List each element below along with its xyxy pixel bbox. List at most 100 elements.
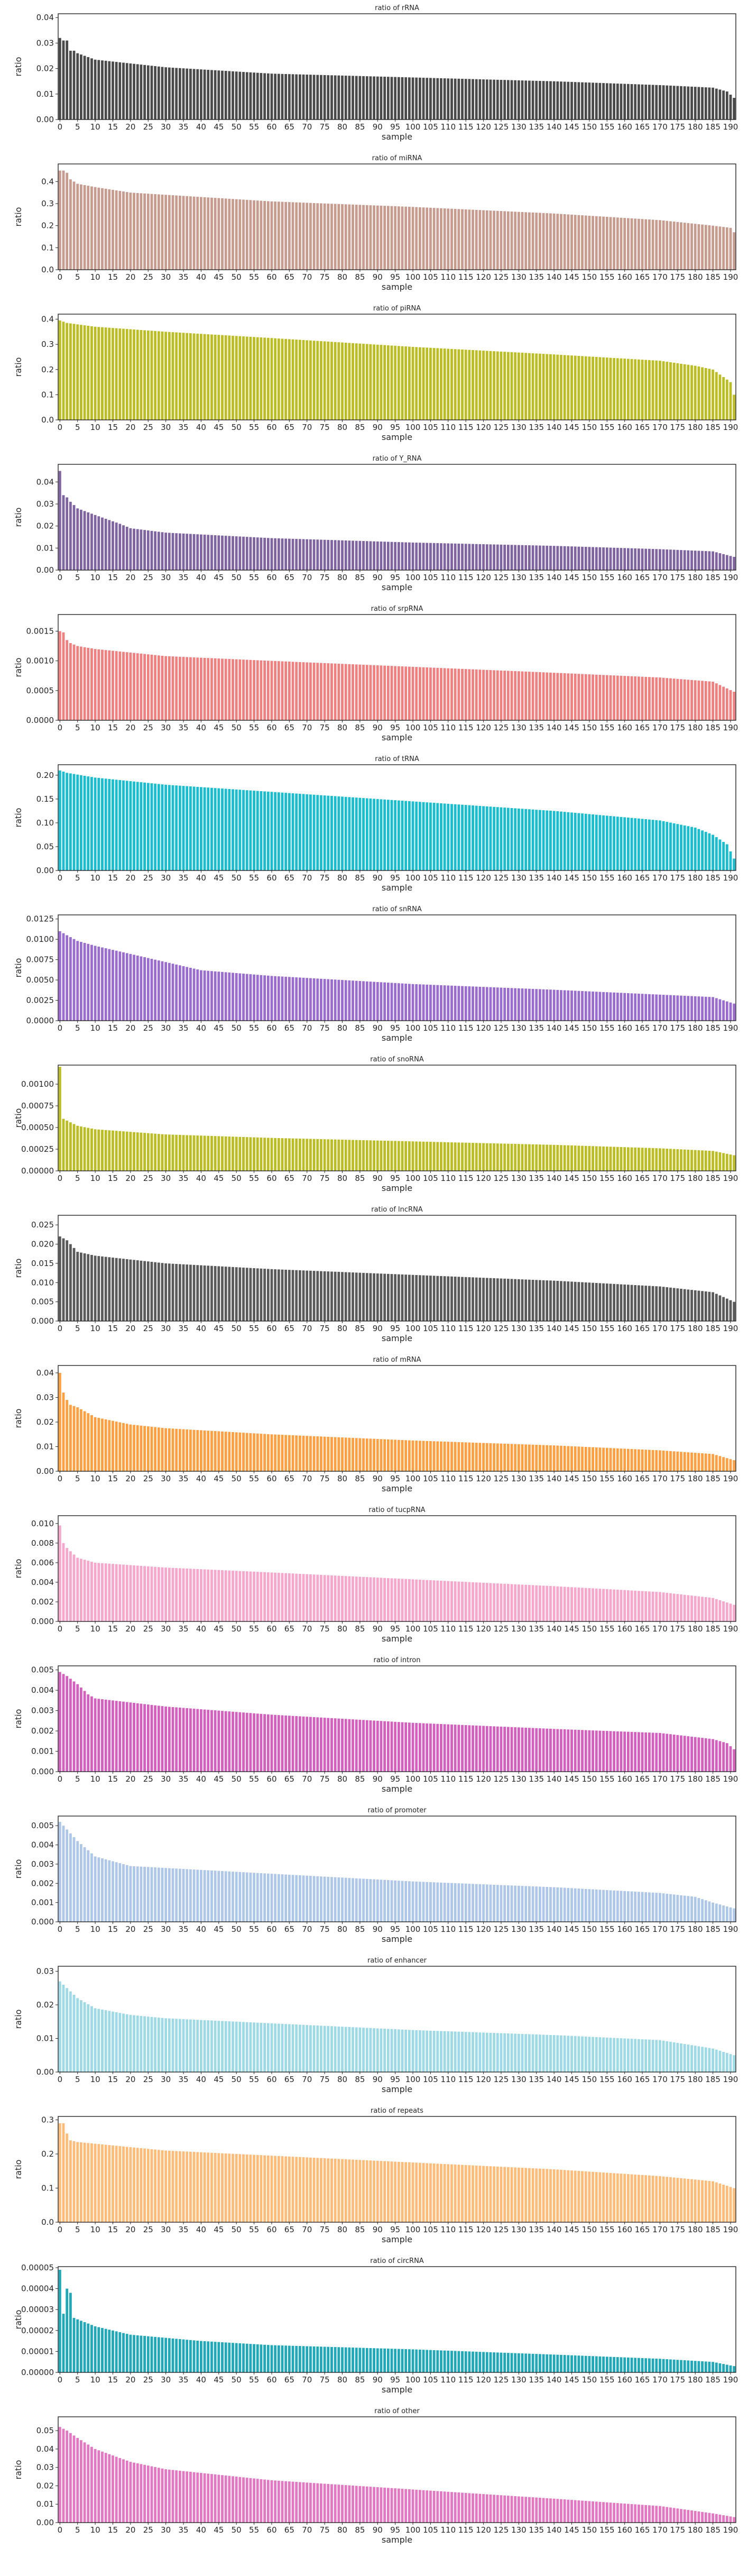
bar-sample-129 — [514, 352, 517, 420]
bar-sample-133 — [528, 2168, 531, 2222]
bar-sample-109 — [443, 2491, 446, 2523]
x-tick-label: 100 — [405, 2075, 421, 2084]
bar-sample-123 — [493, 1143, 496, 1171]
x-tick-label: 80 — [337, 2525, 347, 2535]
bar-sample-111 — [450, 2492, 453, 2523]
bar-sample-49 — [232, 1711, 234, 1772]
bar-sample-181 — [697, 829, 700, 870]
bar-sample-151 — [592, 547, 594, 570]
x-tick-label: 10 — [90, 1474, 100, 1483]
bar-sample-82 — [348, 76, 351, 120]
bar-sample-47 — [224, 2021, 227, 2072]
bar-sample-131 — [521, 1584, 524, 1621]
y-tick-label: 0.4 — [41, 177, 54, 186]
bar-sample-159 — [620, 993, 623, 1021]
bar-sample-38 — [192, 1429, 196, 1471]
y-tick-label: 0.0125 — [26, 914, 54, 924]
bar-sample-161 — [626, 676, 630, 720]
bar-sample-140 — [552, 811, 556, 870]
bar-sample-1 — [62, 1238, 65, 1321]
bar-sample-124 — [496, 1726, 499, 1772]
y-axis-label: ratio — [13, 207, 23, 227]
bar-sample-161 — [626, 2504, 630, 2523]
x-tick-label: 85 — [355, 2525, 365, 2535]
bar-sample-159 — [620, 358, 623, 420]
x-tick-label: 85 — [355, 723, 365, 732]
x-tick-label: 140 — [547, 2375, 562, 2385]
bar-sample-155 — [605, 1731, 608, 1772]
bar-sample-165 — [641, 1732, 644, 1772]
bar-sample-39 — [196, 969, 199, 1021]
bar-sample-79 — [337, 663, 340, 720]
bar-sample-51 — [238, 1712, 242, 1772]
bar-sample-138 — [546, 1728, 549, 1772]
bar-sample-168 — [651, 549, 654, 570]
bar-sample-35 — [182, 1568, 185, 1621]
bar-sample-148 — [581, 1145, 584, 1171]
x-tick-label: 175 — [670, 423, 686, 432]
chart-panel-7: ratio of snRNA0.00000.00250.00500.00750.… — [13, 905, 738, 1043]
bar-sample-186 — [715, 88, 718, 120]
bar-sample-138 — [546, 1445, 549, 1471]
x-tick-label: 60 — [266, 723, 276, 732]
bar-sample-181 — [697, 87, 700, 120]
bar-sample-101 — [415, 2349, 418, 2372]
bar-sample-183 — [704, 2361, 707, 2372]
y-axis-label: ratio — [13, 2460, 23, 2480]
bar-sample-151 — [592, 1146, 594, 1171]
bar-sample-164 — [637, 359, 640, 420]
bar-sample-175 — [676, 2508, 679, 2523]
bar-sample-60 — [270, 74, 273, 120]
bar-sample-150 — [588, 1146, 591, 1171]
x-tick-label: 150 — [582, 573, 597, 582]
bar-sample-23 — [140, 1260, 143, 1321]
bar-sample-149 — [584, 215, 587, 270]
bar-sample-6 — [80, 2000, 82, 2072]
bar-sample-159 — [620, 817, 623, 870]
bar-sample-95 — [394, 77, 397, 120]
x-tick-label: 70 — [302, 2225, 312, 2234]
bar-sample-40 — [200, 2473, 202, 2523]
bar-sample-174 — [672, 222, 676, 270]
chart-title: ratio of piRNA — [373, 305, 421, 313]
bar-sample-52 — [242, 1712, 245, 1772]
bar-sample-43 — [210, 2341, 213, 2372]
bar-sample-114 — [461, 2165, 464, 2222]
x-tick-label: 50 — [232, 2525, 242, 2535]
bar-sample-130 — [517, 545, 520, 570]
bar-sample-170 — [659, 1893, 661, 1922]
bar-sample-29 — [161, 1867, 164, 1922]
bar-sample-139 — [549, 2169, 552, 2222]
bar-sample-80 — [341, 75, 344, 120]
bar-sample-117 — [472, 2493, 474, 2523]
bar-sample-77 — [330, 663, 333, 720]
x-tick-label: 165 — [635, 2375, 650, 2385]
bar-sample-6 — [80, 1559, 82, 1621]
bar-sample-91 — [380, 2487, 383, 2523]
bar-sample-19 — [125, 2460, 128, 2523]
axes-frame — [58, 1966, 736, 2073]
bar-sample-155 — [605, 1447, 608, 1471]
bar-sample-104 — [426, 2350, 429, 2372]
bar-sample-3 — [69, 1833, 72, 1922]
bar-sample-19 — [125, 1131, 128, 1171]
bar-sample-191 — [733, 395, 736, 420]
x-tick-label: 100 — [405, 2375, 421, 2385]
bar-sample-177 — [683, 1289, 686, 1321]
bar-sample-191 — [733, 2188, 736, 2222]
bar-sample-177 — [683, 1452, 686, 1471]
bar-sample-157 — [613, 2038, 616, 2072]
bar-sample-102 — [419, 207, 421, 270]
x-tick-label: 5 — [75, 1774, 80, 1784]
x-tick-label: 35 — [178, 1774, 188, 1784]
bar-sample-14 — [108, 949, 111, 1021]
bar-sample-63 — [281, 201, 284, 270]
bar-sample-13 — [104, 2453, 107, 2523]
bar-sample-88 — [369, 1273, 372, 1321]
bar-sample-25 — [146, 1566, 150, 1621]
bar-sample-0 — [58, 631, 61, 720]
x-tick-label: 160 — [617, 1324, 632, 1333]
bar-sample-98 — [404, 206, 408, 270]
axes-frame — [58, 2116, 736, 2223]
